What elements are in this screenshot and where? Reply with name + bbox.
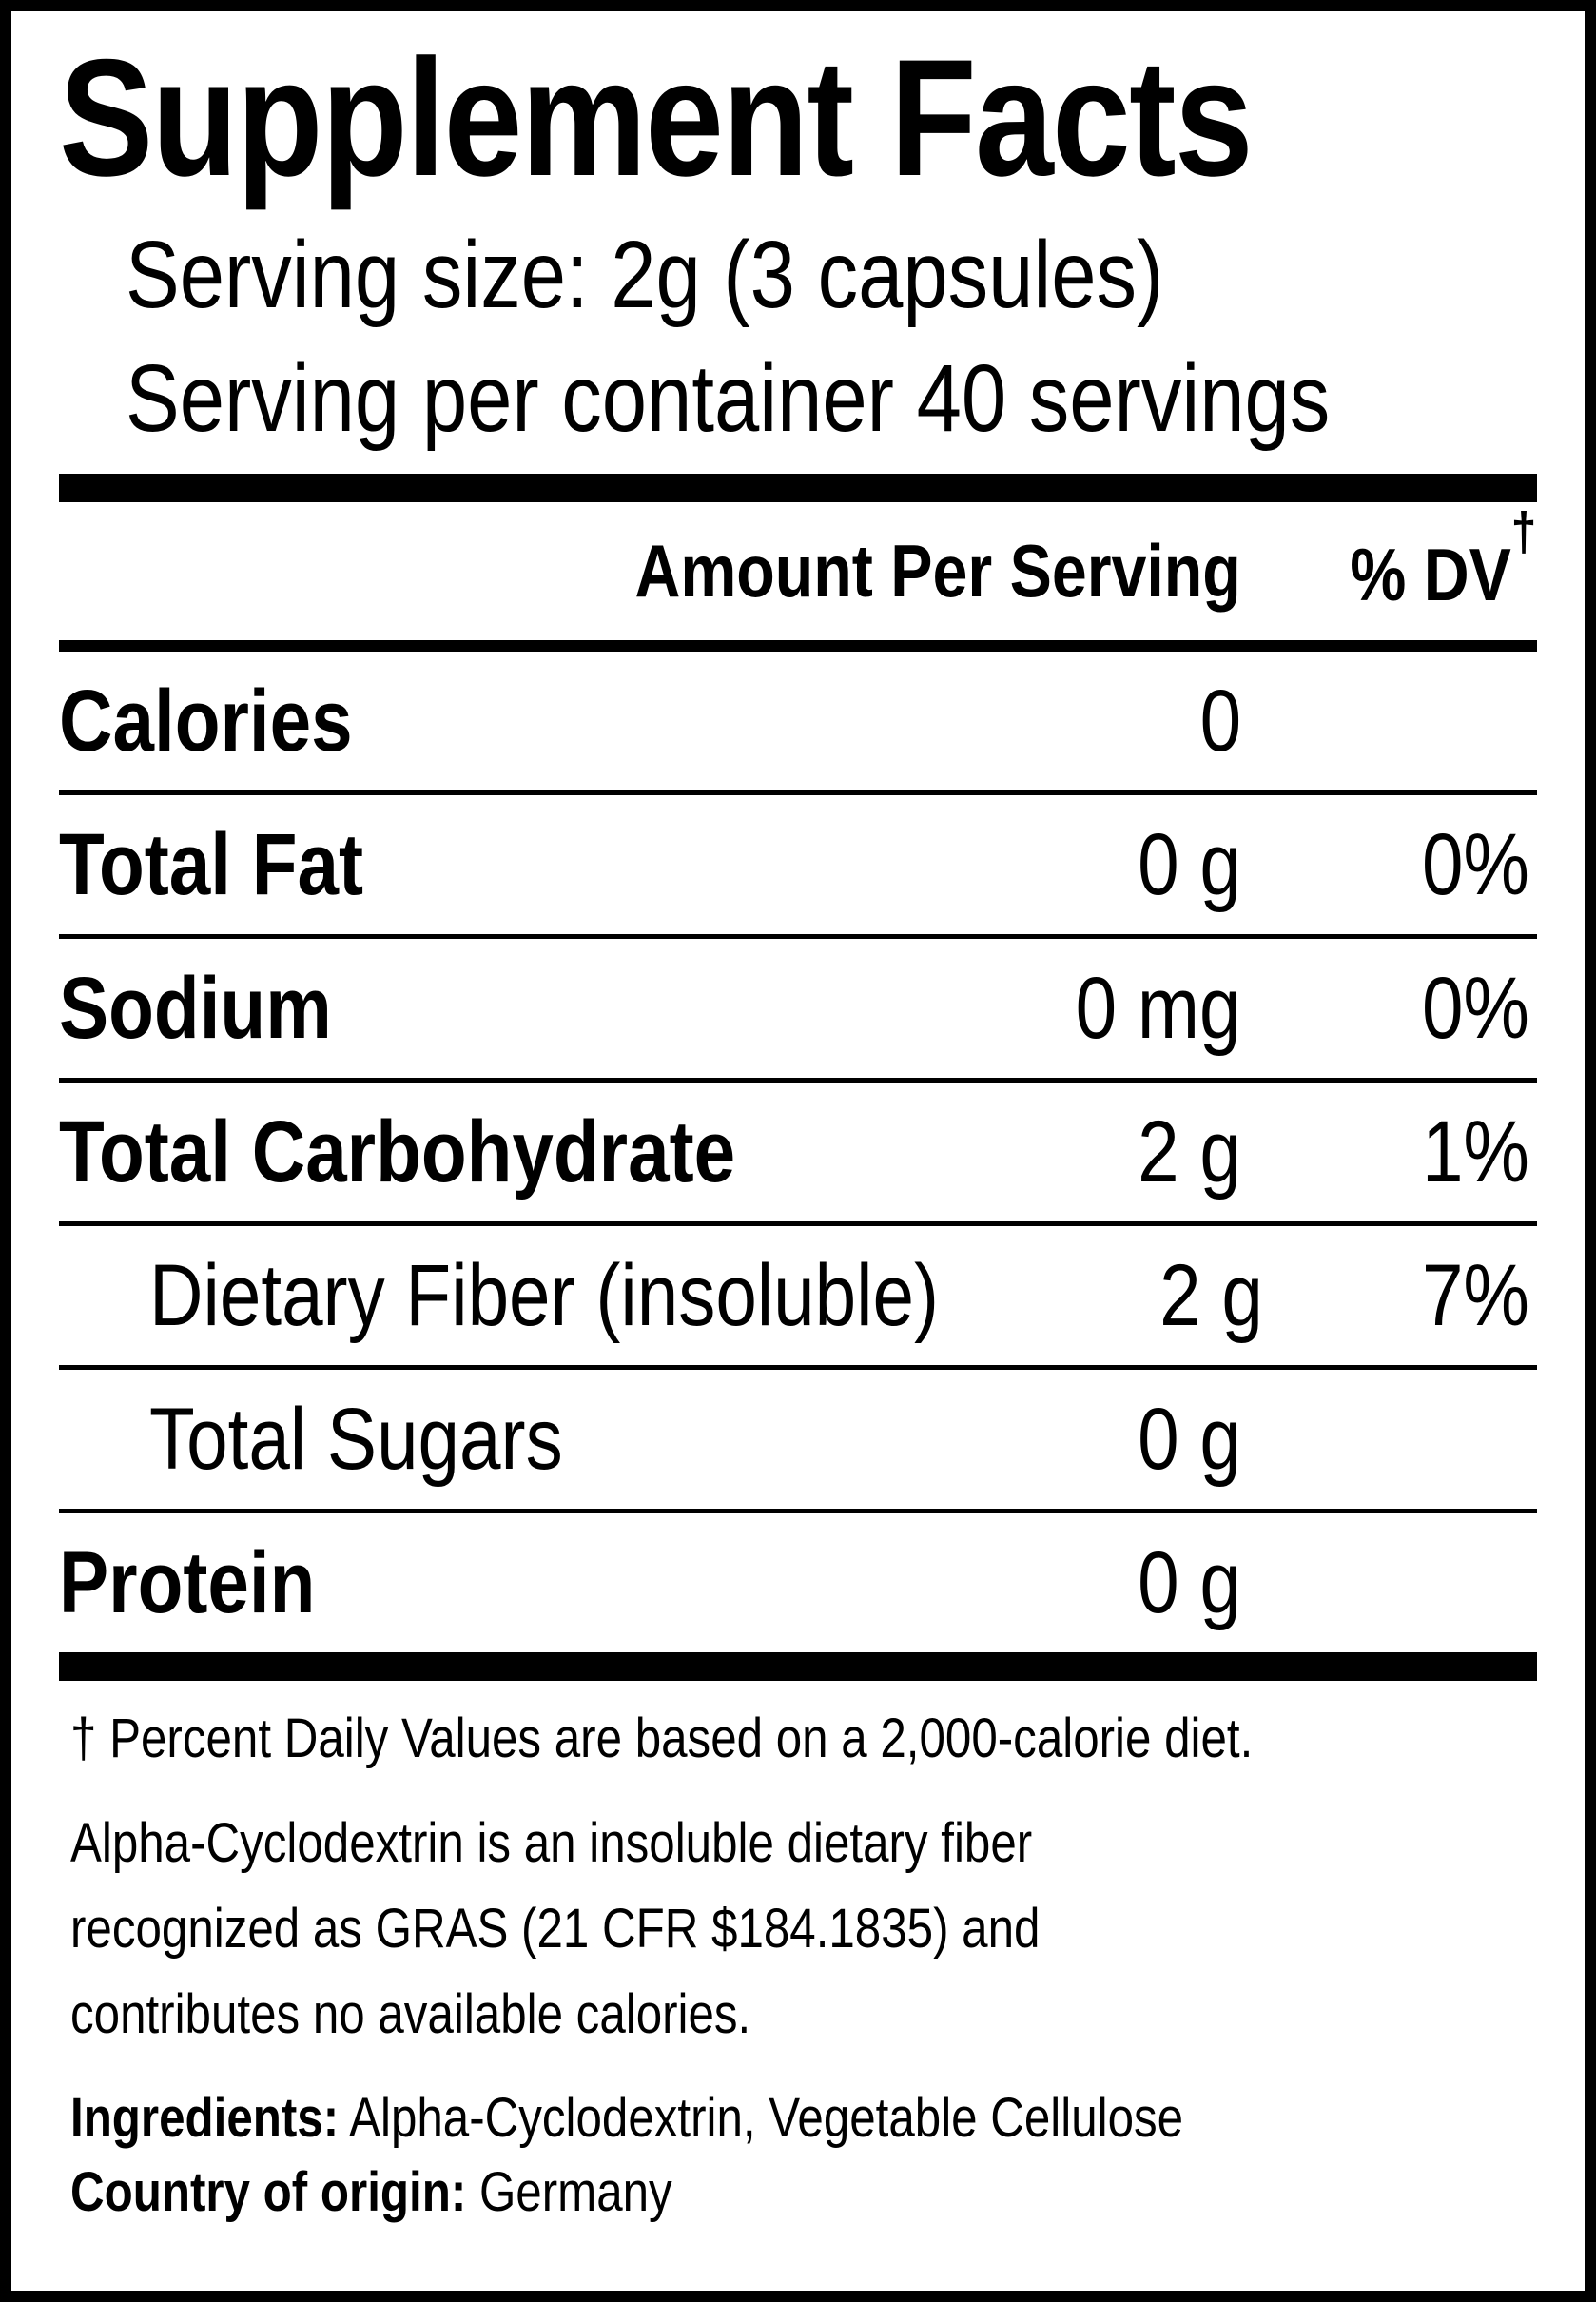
nutrient-name: Protein bbox=[59, 1533, 316, 1631]
ingredients-label: Ingredients: bbox=[70, 2086, 340, 2149]
nutrient-name: Calories bbox=[59, 672, 353, 770]
serving-size-line: Serving size: 2g (3 capsules) bbox=[126, 222, 1164, 329]
dagger-symbol: † bbox=[1510, 501, 1537, 562]
country-of-origin-value: Germany bbox=[478, 2161, 672, 2224]
nutrient-name: Sodium bbox=[59, 959, 332, 1057]
title-text: Supplement Facts bbox=[59, 26, 1254, 211]
servings-per-container-line: Serving per container 40 servings bbox=[126, 345, 1331, 453]
nutrient-amount: 0 g bbox=[1138, 1533, 1241, 1631]
nutrient-name: Total Sugars bbox=[149, 1390, 563, 1488]
nutrient-amount: 0 g bbox=[1138, 815, 1241, 913]
footnote-section: † Percent Daily Values are based on a 2,… bbox=[59, 1706, 1537, 2227]
nutrient-dv: 0% bbox=[1421, 815, 1529, 913]
nutrient-row-total-sugars: Total Sugars 0 g bbox=[59, 1365, 1537, 1509]
nutrient-row-total-carbohydrate: Total Carbohydrate 2 g 1% bbox=[59, 1078, 1537, 1221]
header-medium-divider bbox=[59, 640, 1537, 653]
description-paragraph: Alpha-Cyclodextrin is an insoluble dieta… bbox=[70, 1811, 1041, 2045]
nutrient-row-total-fat: Total Fat 0 g 0% bbox=[59, 790, 1537, 934]
nutrient-dv: 7% bbox=[1421, 1246, 1529, 1344]
nutrient-name: Total Carbohydrate bbox=[59, 1102, 736, 1200]
nutrient-name: Total Fat bbox=[59, 815, 364, 913]
nutrient-row-calories: Calories 0 bbox=[59, 652, 1537, 790]
nutrient-row-dietary-fiber: Dietary Fiber (insoluble) 2 g 7% bbox=[59, 1221, 1537, 1365]
nutrient-dv: 1% bbox=[1421, 1102, 1529, 1200]
page-title: Supplement Facts bbox=[59, 26, 1537, 211]
ingredients-value: Alpha-Cyclodextrin, Vegetable Cellulose bbox=[349, 2086, 1184, 2149]
nutrient-amount: 0 mg bbox=[1076, 959, 1241, 1057]
ingredients-line: Ingredients: Alpha-Cyclodextrin, Vegetab… bbox=[70, 2084, 1537, 2154]
daily-value-footnote: † Percent Daily Values are based on a 2,… bbox=[70, 1707, 1254, 1770]
nutrient-row-sodium: Sodium 0 mg 0% bbox=[59, 934, 1537, 1078]
top-thick-divider bbox=[59, 474, 1537, 503]
percent-dv-label: % DV bbox=[1350, 532, 1511, 616]
nutrient-row-protein: Protein 0 g bbox=[59, 1509, 1537, 1652]
country-of-origin-label: Country of origin: bbox=[70, 2161, 467, 2224]
nutrient-dv bbox=[1241, 672, 1537, 771]
nutrient-dv: 0% bbox=[1421, 959, 1529, 1057]
table-header-row: Amount Per Serving % DV† bbox=[59, 501, 1537, 640]
nutrient-dv bbox=[1241, 1533, 1537, 1633]
nutrient-name: Dietary Fiber (insoluble) bbox=[149, 1246, 940, 1344]
nutrient-amount: 0 bbox=[1199, 672, 1241, 770]
bottom-thick-divider bbox=[59, 1652, 1537, 1682]
nutrient-table: Calories 0 Total Fat 0 g 0% Sodium 0 mg … bbox=[59, 652, 1537, 1652]
nutrient-dv bbox=[1241, 1390, 1537, 1490]
nutrient-amount: 2 g bbox=[1138, 1102, 1241, 1200]
serving-info: Serving size: 2g (3 capsules) Serving pe… bbox=[59, 213, 1537, 460]
nutrient-amount: 2 g bbox=[1159, 1246, 1263, 1344]
country-of-origin-line: Country of origin: Germany bbox=[70, 2158, 1537, 2228]
percent-dv-header: % DV† bbox=[1241, 501, 1537, 618]
nutrient-amount: 0 g bbox=[1138, 1390, 1241, 1488]
amount-per-serving-header: Amount Per Serving bbox=[634, 529, 1241, 614]
